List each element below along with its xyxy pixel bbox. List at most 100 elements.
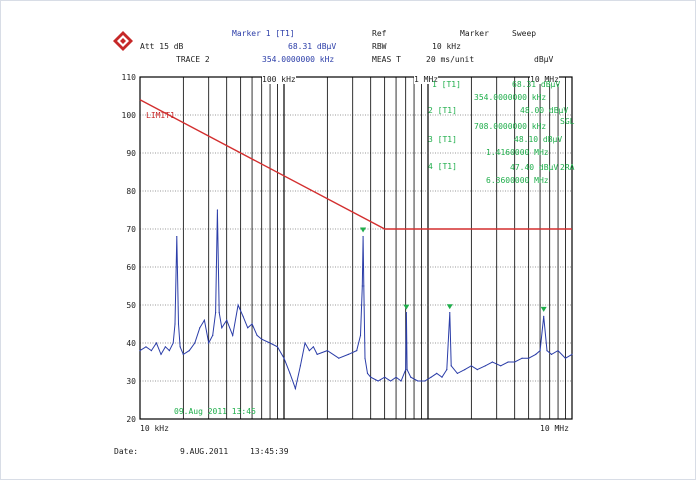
trace-point (356, 350, 358, 352)
trace-point (188, 350, 190, 352)
trace-point (449, 312, 451, 314)
trace-point (364, 357, 366, 359)
trace-point (326, 350, 328, 352)
trace-point (546, 350, 548, 352)
trace-point (150, 350, 153, 352)
limit-line (139, 99, 572, 230)
trace-point (410, 376, 412, 378)
trace-point (436, 372, 438, 374)
trace-point (177, 323, 180, 325)
trace-point (359, 334, 362, 336)
m4-tag: 2RA (560, 163, 575, 172)
trace-point (528, 357, 530, 359)
trace-point (215, 312, 217, 314)
trace-point (218, 312, 220, 314)
attenuation: Att 15 dB (140, 42, 184, 51)
trace-point (543, 315, 545, 317)
trace-point (446, 369, 448, 371)
trace-point (237, 304, 239, 306)
date-value: 9.AUG.2011 (180, 447, 229, 456)
trace-point (400, 380, 402, 382)
trace-point (362, 236, 364, 238)
trace-point (194, 342, 196, 344)
m2-freq: 708.0000000 kHz (474, 122, 547, 131)
trace-point (361, 285, 363, 287)
trace-point (535, 353, 537, 355)
trace-point (464, 369, 466, 371)
m4-level: 47.40 dBµV (510, 163, 559, 172)
m1-freq: 354.0000000 kHz (474, 93, 547, 102)
trace-point (247, 327, 249, 329)
trace-point (424, 380, 426, 382)
m3-freq: 1.4160000 MHz (486, 148, 549, 157)
trace-point (164, 346, 166, 348)
trace-point (500, 365, 502, 367)
meas-label: MEAS T (372, 55, 401, 64)
trace-point (232, 334, 234, 336)
trace-point (417, 380, 419, 382)
trace-point (145, 346, 147, 348)
plot-timestamp: 09.Aug 2011 13:45 (174, 407, 256, 416)
limit-line-label: LIMIT1 (146, 111, 175, 120)
m1-level: 68.31 dBµV (512, 80, 561, 89)
trace-point (174, 323, 176, 325)
trace-point (521, 357, 523, 359)
x-tick-1mhz: 1 MHz (414, 75, 439, 84)
y-tick-90: 90 (126, 149, 136, 158)
time-value: 13:45:39 (250, 447, 289, 456)
trace-point (470, 365, 472, 367)
trace-point (384, 376, 386, 378)
trace-point (261, 338, 263, 340)
m4-label: 4 [T1] (428, 162, 457, 171)
trace-point (226, 319, 228, 321)
trace-point (139, 350, 141, 352)
m2-level: 48.00 dBµV (520, 106, 569, 115)
y-tick-50: 50 (126, 301, 136, 310)
trace-point (507, 361, 509, 363)
trace-point (312, 346, 314, 348)
trace-point (491, 361, 493, 363)
m1-label: 1 [T1] (432, 80, 461, 89)
trace-point (294, 388, 297, 390)
trace-point (370, 376, 372, 378)
trace-point (571, 353, 573, 355)
marker-2-icon (403, 304, 410, 310)
trace-point (251, 323, 253, 325)
unit: dBµV (534, 55, 554, 64)
trace-point (276, 346, 279, 348)
trace-point (564, 357, 567, 359)
trace-point (338, 357, 340, 359)
trace-point (377, 380, 379, 382)
trace-point (484, 365, 486, 367)
y-tick-70: 70 (126, 225, 136, 234)
y-tick-100: 100 (121, 111, 136, 120)
rbw-label: RBW (372, 42, 387, 51)
trace-point (176, 236, 178, 238)
trace-point (405, 312, 408, 314)
y-tick-80: 80 (126, 187, 136, 196)
sweep-label: Sweep (512, 29, 537, 38)
trace-point (242, 315, 244, 317)
trace-point (366, 372, 369, 374)
y-tick-20: 20 (126, 415, 136, 424)
m3-label: 3 [T1] (428, 135, 457, 144)
trace-point (441, 376, 443, 378)
marker-label: Marker 1 [T1] (232, 29, 295, 38)
trace-point (212, 334, 214, 336)
rohde-schwarz-logo-icon (113, 31, 133, 51)
marker-1-icon (360, 227, 367, 233)
trace-point (299, 365, 302, 367)
trace-point (406, 369, 408, 371)
y-tick-40: 40 (126, 339, 136, 348)
trace-point (456, 372, 458, 374)
trace-point (430, 376, 432, 378)
trace-point (316, 353, 318, 355)
trace-point (304, 342, 306, 344)
trace-point (289, 372, 291, 374)
date-label: Date: (114, 447, 139, 456)
trace-point (182, 353, 184, 355)
x-stop-label: 10 MHz (540, 424, 569, 433)
m4-freq: 6.3600000 MHz (486, 176, 549, 185)
trace-point (199, 327, 201, 329)
y-tick-30: 30 (126, 377, 136, 386)
